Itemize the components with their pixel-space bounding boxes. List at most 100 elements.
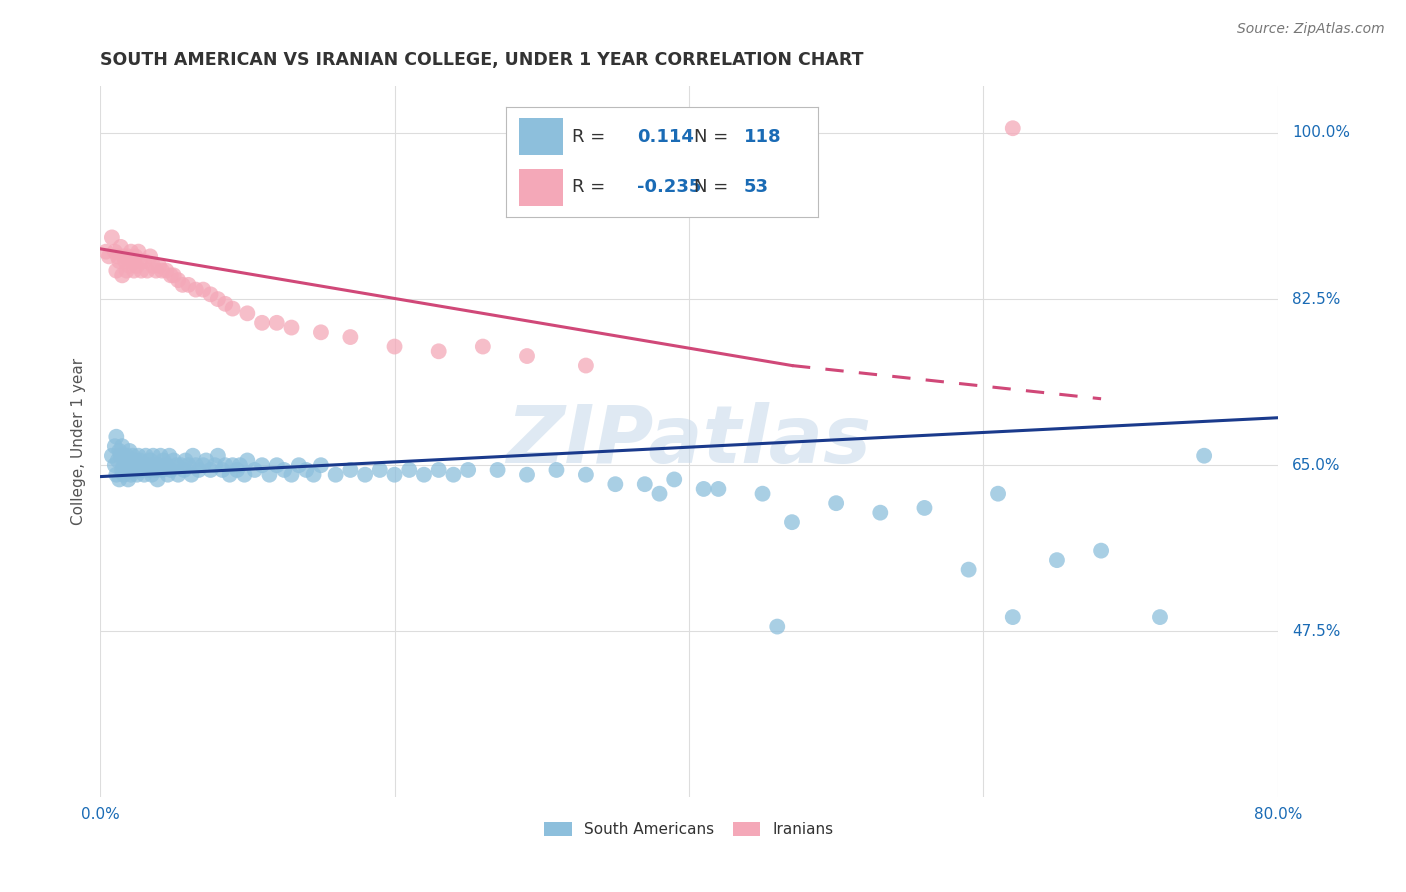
Point <box>111 268 134 283</box>
Point <box>664 472 686 486</box>
Point <box>118 453 141 467</box>
Point <box>97 249 120 263</box>
Point <box>108 472 131 486</box>
Point <box>180 467 202 482</box>
Point <box>384 467 406 482</box>
Point <box>148 458 170 473</box>
Point <box>413 467 436 482</box>
Point <box>145 263 167 277</box>
Point <box>648 486 671 500</box>
Point <box>118 444 141 458</box>
Point <box>181 449 204 463</box>
Point <box>384 340 406 354</box>
Point <box>167 467 190 482</box>
Point <box>766 619 789 633</box>
Point <box>368 463 391 477</box>
Point <box>163 453 186 467</box>
Point <box>157 449 180 463</box>
Point <box>516 467 538 482</box>
Point <box>120 244 142 259</box>
Point <box>111 439 134 453</box>
Point <box>143 458 166 473</box>
Text: 100.0%: 100.0% <box>1292 126 1350 140</box>
Point <box>105 263 128 277</box>
Point <box>707 482 730 496</box>
Point <box>200 463 222 477</box>
Point <box>398 463 420 477</box>
Point <box>124 249 146 263</box>
Text: 47.5%: 47.5% <box>1292 624 1340 639</box>
Point <box>214 297 236 311</box>
Point <box>152 453 174 467</box>
Point <box>751 486 773 500</box>
Point <box>104 458 127 473</box>
Point <box>105 430 128 444</box>
Point <box>145 463 167 477</box>
Point <box>121 254 143 268</box>
Point <box>118 259 141 273</box>
Point <box>127 244 149 259</box>
Point <box>142 259 165 273</box>
Point <box>127 449 149 463</box>
Point <box>184 458 207 473</box>
Point <box>177 277 200 292</box>
Point <box>117 472 139 486</box>
Point <box>112 458 135 473</box>
Point <box>115 263 138 277</box>
Point <box>155 263 177 277</box>
Point <box>148 259 170 273</box>
Point <box>200 287 222 301</box>
Point <box>114 254 136 268</box>
Point <box>575 359 598 373</box>
Point <box>634 477 657 491</box>
Point <box>288 458 311 473</box>
Point <box>163 268 186 283</box>
Text: 82.5%: 82.5% <box>1292 292 1340 307</box>
Point <box>204 458 226 473</box>
Point <box>131 463 153 477</box>
Point <box>136 263 159 277</box>
Point <box>136 458 159 473</box>
Point <box>266 458 288 473</box>
Point <box>1001 610 1024 624</box>
Point <box>124 453 146 467</box>
Point <box>914 500 936 515</box>
Point <box>114 453 136 467</box>
Point <box>101 230 124 244</box>
Point <box>457 463 479 477</box>
Legend: South Americans, Iranians: South Americans, Iranians <box>538 815 839 843</box>
Point <box>115 458 138 473</box>
Point <box>104 244 127 259</box>
Point <box>184 283 207 297</box>
Point <box>110 449 132 463</box>
Point <box>214 458 236 473</box>
Point <box>139 453 162 467</box>
Point <box>236 306 259 320</box>
Y-axis label: College, Under 1 year: College, Under 1 year <box>72 358 86 525</box>
Point <box>218 467 240 482</box>
Point <box>132 458 155 473</box>
Point <box>309 458 332 473</box>
Point <box>174 453 197 467</box>
Point <box>236 453 259 467</box>
Point <box>173 463 195 477</box>
Point <box>987 486 1010 500</box>
Point <box>122 263 145 277</box>
Point <box>121 458 143 473</box>
Point <box>1149 610 1171 624</box>
Text: ZIPatlas: ZIPatlas <box>506 402 872 481</box>
Point <box>120 467 142 482</box>
Point <box>339 330 361 344</box>
Point <box>125 259 148 273</box>
Point <box>167 273 190 287</box>
Point <box>121 449 143 463</box>
Point <box>302 467 325 482</box>
Text: 65.0%: 65.0% <box>1292 458 1340 473</box>
Point <box>150 463 173 477</box>
Point <box>354 467 377 482</box>
Point <box>170 458 193 473</box>
Point <box>155 458 177 473</box>
Point <box>138 463 160 477</box>
Point <box>211 463 233 477</box>
Point <box>957 563 980 577</box>
